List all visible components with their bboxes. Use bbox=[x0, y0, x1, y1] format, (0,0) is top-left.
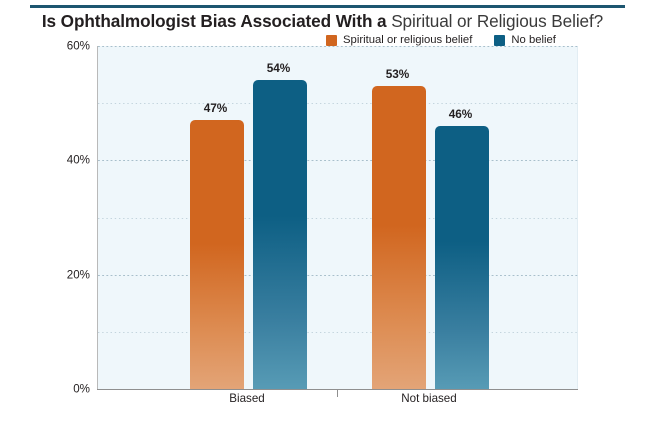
bar-value-label: 47% bbox=[203, 101, 228, 116]
bar[interactable] bbox=[434, 126, 489, 389]
gridline-20 bbox=[98, 274, 578, 276]
chart-title-light: Spiritual or Religious Belief? bbox=[391, 11, 604, 31]
plot-area bbox=[97, 46, 578, 389]
header-rule bbox=[30, 5, 625, 8]
legend-swatch-icon-no-belief bbox=[494, 34, 506, 46]
chart-title-bold: Is Ophthalmologist Bias Associated With … bbox=[41, 11, 392, 31]
bar[interactable] bbox=[252, 80, 307, 389]
legend-swatch-icon-spiritual bbox=[326, 34, 337, 46]
x-axis-category-label: Biased bbox=[229, 392, 265, 405]
bar-value-label: 46% bbox=[448, 107, 473, 122]
x-axis-center-tick bbox=[337, 390, 338, 397]
x-axis-category-label: Not biased bbox=[401, 392, 457, 405]
x-axis-line bbox=[97, 389, 578, 390]
gridline-50 bbox=[98, 103, 578, 105]
legend-item-no-belief[interactable]: No belief bbox=[494, 34, 556, 46]
gridline-60 bbox=[98, 46, 578, 47]
gridline-40 bbox=[98, 160, 578, 162]
y-axis-tick-label: 40% bbox=[66, 153, 90, 167]
chart-title: Is Ophthalmologist Bias Associated With … bbox=[0, 11, 645, 32]
bar[interactable] bbox=[189, 120, 244, 389]
gridline-10 bbox=[98, 331, 578, 333]
bar[interactable] bbox=[371, 86, 426, 389]
legend-label-no-belief: No belief bbox=[511, 34, 556, 46]
y-axis-tick-label: 20% bbox=[66, 268, 90, 282]
bar-value-label: 54% bbox=[266, 61, 291, 76]
legend-item-spiritual[interactable]: Spiritual or religious belief bbox=[326, 34, 472, 46]
y-axis-tick-label: 60% bbox=[66, 39, 90, 53]
chart-legend: Spiritual or religious belief No belief bbox=[326, 33, 556, 47]
bar-value-label: 53% bbox=[385, 67, 410, 82]
gridline-30 bbox=[98, 217, 578, 219]
y-axis-tick-label: 0% bbox=[73, 382, 90, 396]
legend-label-spiritual: Spiritual or religious belief bbox=[343, 34, 473, 46]
